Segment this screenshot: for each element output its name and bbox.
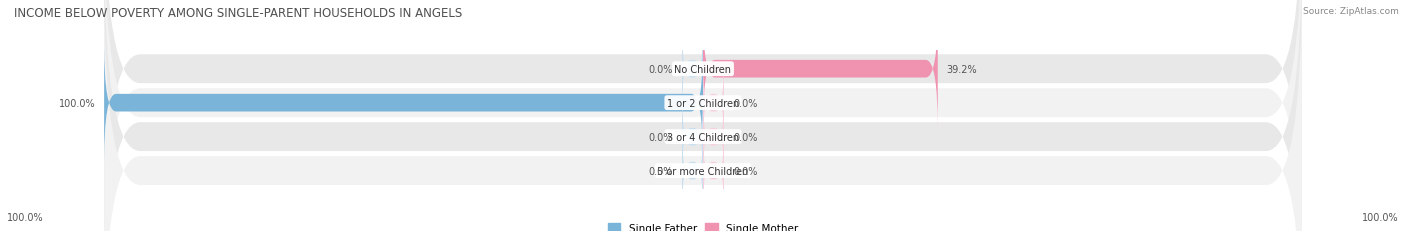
Text: INCOME BELOW POVERTY AMONG SINGLE-PARENT HOUSEHOLDS IN ANGELS: INCOME BELOW POVERTY AMONG SINGLE-PARENT… xyxy=(14,7,463,20)
Text: 39.2%: 39.2% xyxy=(946,64,977,74)
Text: 0.0%: 0.0% xyxy=(648,132,673,142)
Text: 100.0%: 100.0% xyxy=(7,212,44,222)
FancyBboxPatch shape xyxy=(682,27,703,111)
Text: 0.0%: 0.0% xyxy=(648,166,673,176)
Text: 0.0%: 0.0% xyxy=(648,64,673,74)
FancyBboxPatch shape xyxy=(703,11,938,128)
FancyBboxPatch shape xyxy=(682,129,703,213)
FancyBboxPatch shape xyxy=(703,129,724,213)
FancyBboxPatch shape xyxy=(104,0,1302,231)
FancyBboxPatch shape xyxy=(682,95,703,179)
Text: 5 or more Children: 5 or more Children xyxy=(658,166,748,176)
Text: 0.0%: 0.0% xyxy=(733,98,758,108)
Text: 0.0%: 0.0% xyxy=(733,166,758,176)
FancyBboxPatch shape xyxy=(703,95,724,179)
Text: No Children: No Children xyxy=(675,64,731,74)
Text: 3 or 4 Children: 3 or 4 Children xyxy=(666,132,740,142)
FancyBboxPatch shape xyxy=(104,0,1302,231)
FancyBboxPatch shape xyxy=(104,44,703,162)
FancyBboxPatch shape xyxy=(703,61,724,145)
Text: 1 or 2 Children: 1 or 2 Children xyxy=(666,98,740,108)
FancyBboxPatch shape xyxy=(104,0,1302,231)
Text: 0.0%: 0.0% xyxy=(733,132,758,142)
Text: 100.0%: 100.0% xyxy=(1362,212,1399,222)
Text: 100.0%: 100.0% xyxy=(59,98,96,108)
Text: Source: ZipAtlas.com: Source: ZipAtlas.com xyxy=(1303,7,1399,16)
FancyBboxPatch shape xyxy=(104,0,1302,231)
Legend: Single Father, Single Mother: Single Father, Single Mother xyxy=(603,219,803,231)
